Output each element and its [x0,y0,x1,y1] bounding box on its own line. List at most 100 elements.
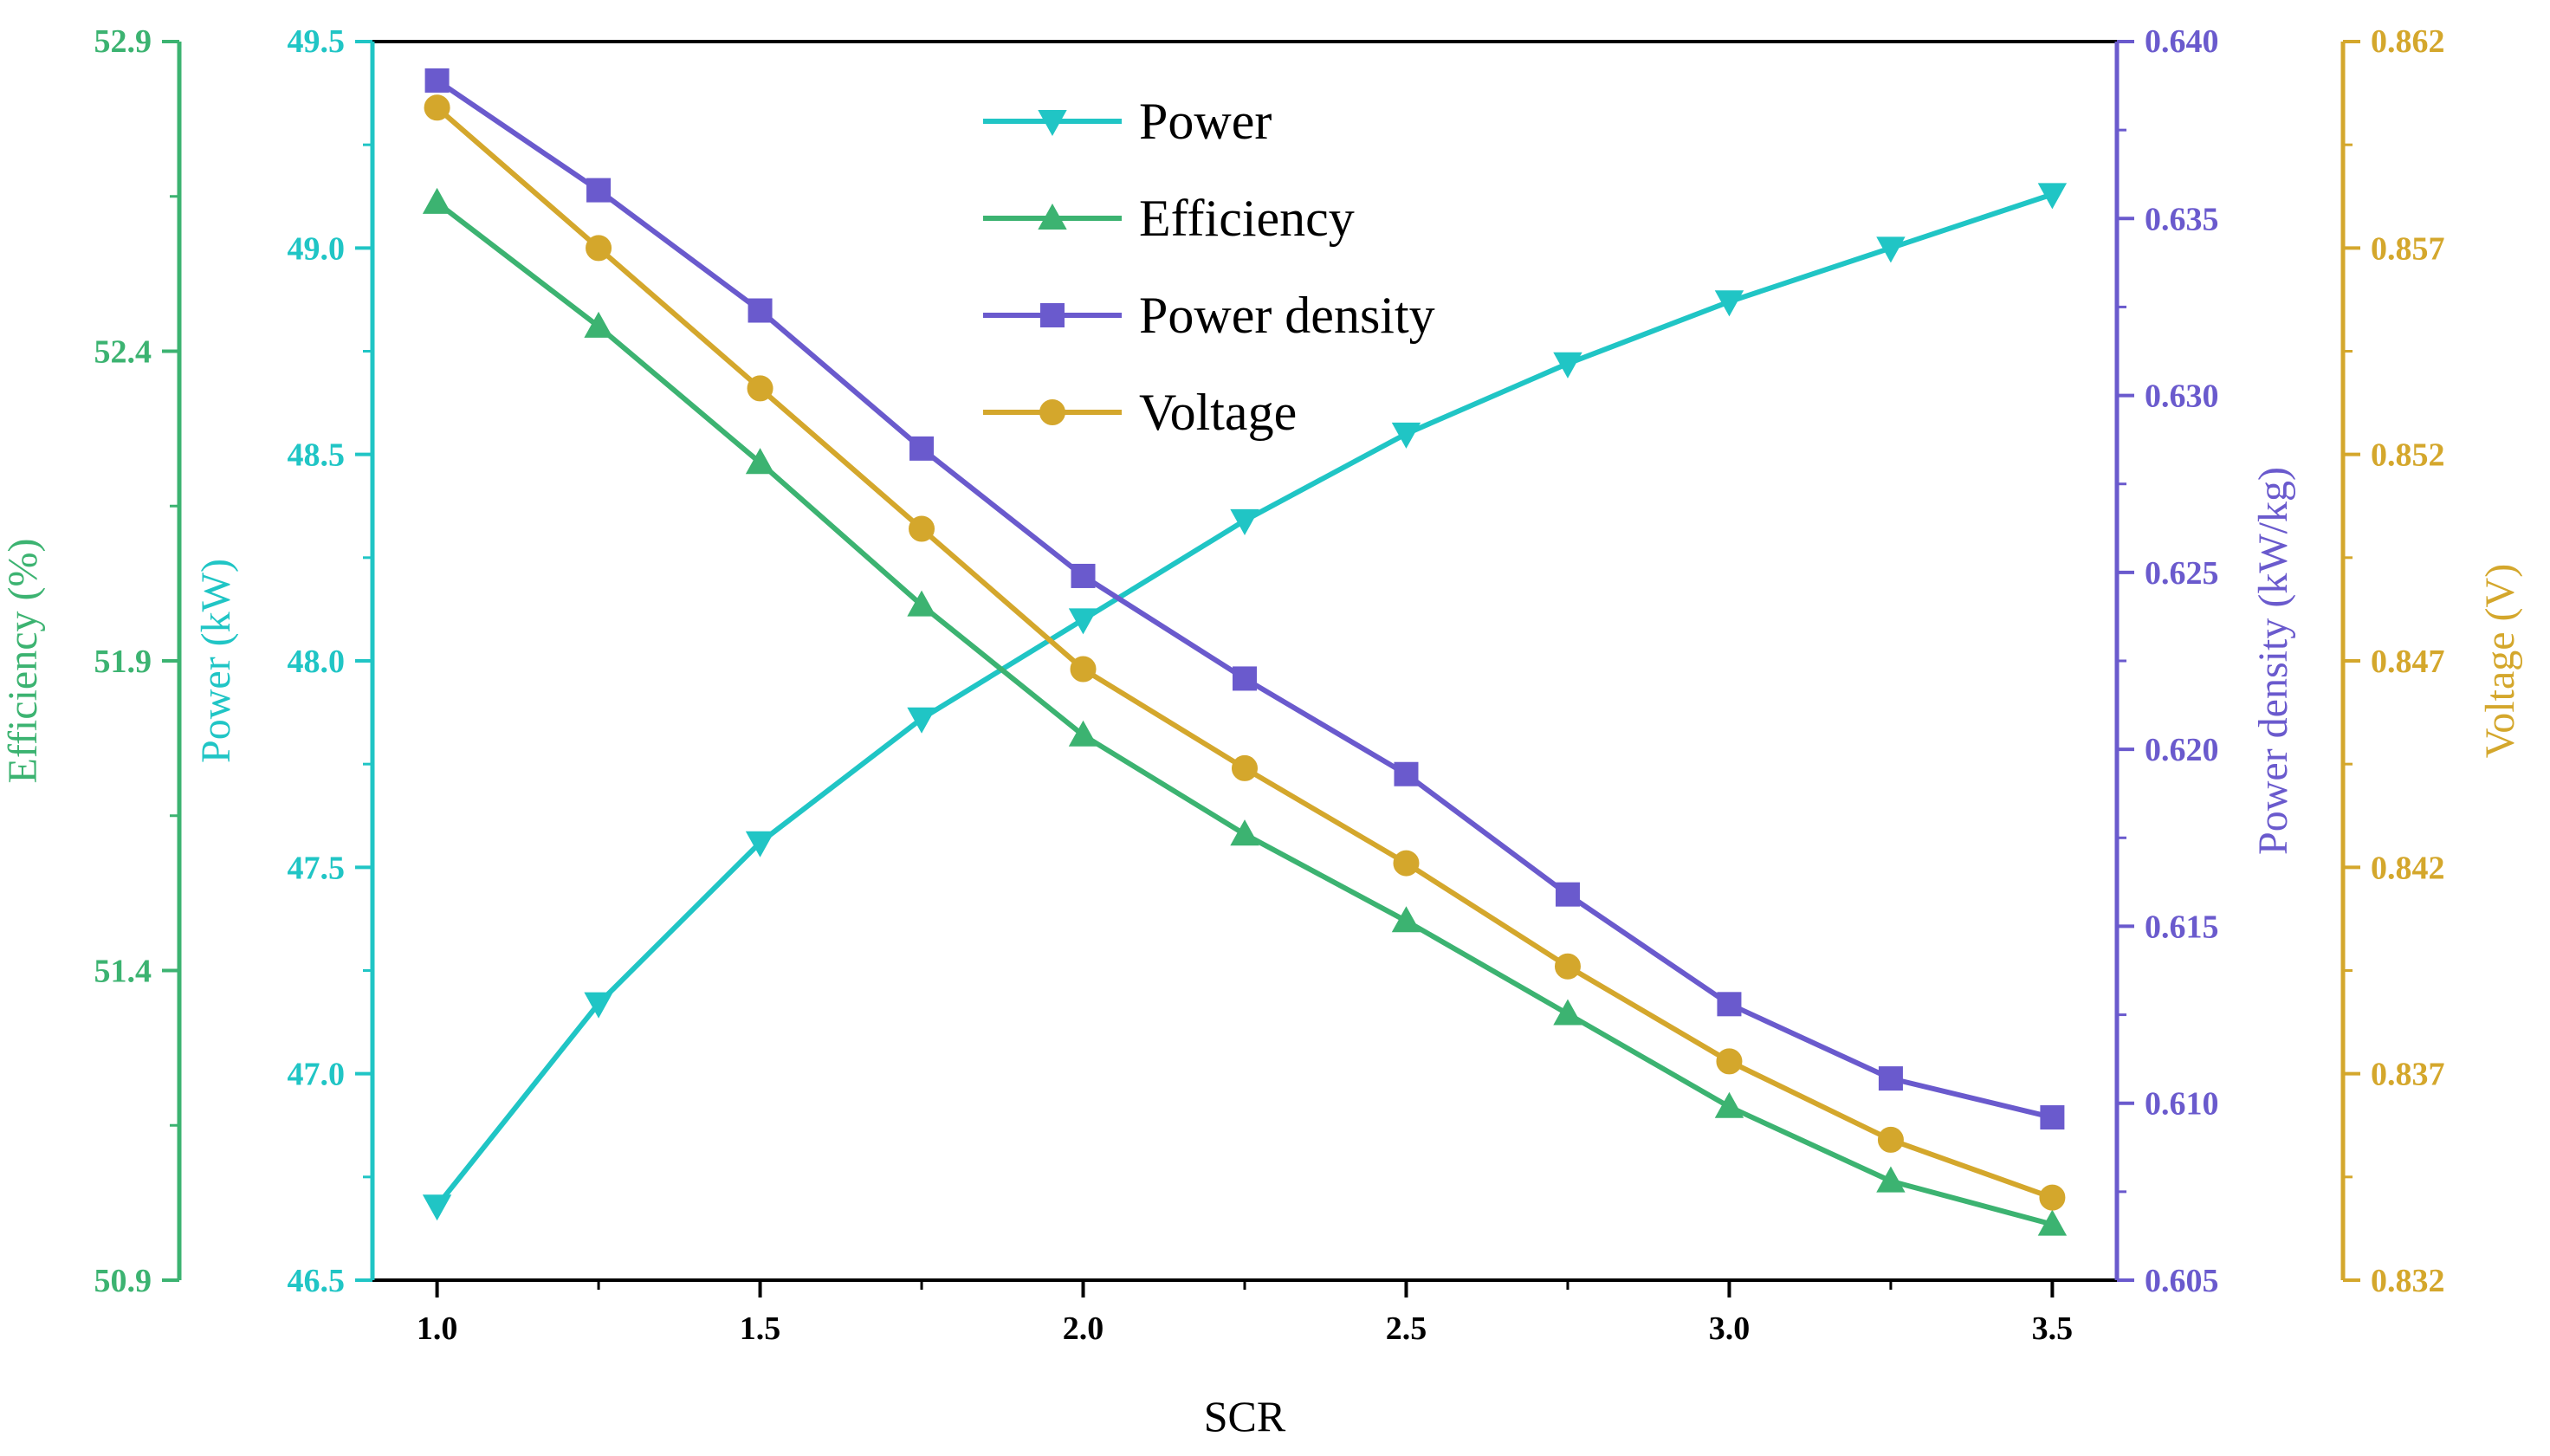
power-tick-label: 49.0 [288,230,346,267]
power-tick-label: 46.5 [288,1263,346,1299]
legend-item-voltage: Voltage [983,384,1297,441]
power-tick-label: 48.5 [288,437,346,474]
power-density-point [1233,666,1257,691]
power-density-point [424,68,450,93]
power-point [1553,352,1582,379]
voltage-point [2039,1184,2066,1211]
power-point [907,707,936,734]
efficiency-series [422,187,2068,1236]
voltage-point [586,235,612,262]
voltage-point [1877,1126,1904,1153]
legend-label: Voltage [1139,384,1297,441]
voltage-point [909,515,935,542]
power-point [1230,508,1259,535]
voltage-axis-label: Voltage (V) [2477,564,2523,758]
efficiency-point [907,590,936,617]
power-density-point [1878,1066,1903,1091]
power-tick-label: 48.0 [288,644,346,680]
legend-swatch-marker [1039,399,1065,425]
power-point [1068,608,1098,635]
x-tick-label: 2.5 [1386,1310,1427,1347]
x-axis-label: SCR [1204,1392,1286,1440]
power_density-tick-label: 0.610 [2145,1086,2219,1123]
efficiency-axis-label: Efficiency (%) [0,539,46,784]
voltage-point [1393,850,1420,877]
power-tick-label: 47.0 [288,1057,346,1093]
legend-label: Power density [1139,287,1435,344]
efficiency-point [745,448,775,475]
power-series [422,183,2068,1221]
voltage-point [1716,1048,1743,1075]
x-tick-label: 1.0 [417,1310,458,1347]
power-density-series [424,68,2065,1130]
legend-swatch-marker [1038,110,1067,137]
efficiency-point [422,187,452,214]
power-density-point [2040,1105,2065,1130]
legend: Power Efficiency Power density Voltage [983,93,1435,441]
voltage-point [1554,953,1581,980]
power-density-point [586,178,612,203]
efficiency-point [2037,1209,2068,1236]
power-density-point [909,436,935,461]
efficiency-tick-label: 52.9 [94,23,152,60]
voltage-tick-label: 0.842 [2371,850,2445,886]
efficiency-point [1230,819,1259,846]
voltage-point [747,375,773,402]
power_density-tick-label: 0.625 [2145,555,2219,592]
voltage-series [424,94,2066,1211]
efficiency-tick-label: 52.4 [94,334,152,371]
power_density-tick-label: 0.635 [2145,201,2219,237]
power-tick-label: 47.5 [288,850,346,886]
x-tick-label: 3.5 [2032,1310,2074,1347]
voltage-tick-label: 0.832 [2371,1263,2445,1299]
power-density-point [1394,761,1419,786]
power_density-tick-label: 0.620 [2145,732,2219,768]
power-tick-label: 49.5 [288,23,346,60]
series-layer [422,68,2068,1236]
power_density-tick-label: 0.615 [2145,909,2219,945]
efficiency-point [1714,1091,1744,1118]
power-point [422,1194,452,1221]
efficiency-tick-label: 51.9 [94,644,152,680]
efficiency-point [1068,720,1098,747]
power_density-tick-label: 0.630 [2145,379,2219,415]
legend-item-power-density: Power density [983,287,1435,344]
voltage-point [1232,754,1258,781]
efficiency-tick-label: 51.4 [94,954,152,990]
voltage-tick-label: 0.837 [2371,1057,2445,1093]
power-density-point [1555,882,1580,907]
efficiency-point [584,311,613,338]
efficiency-point [1876,1166,1906,1193]
voltage-tick-label: 0.847 [2371,644,2445,680]
legend-swatch-marker [1038,203,1067,230]
legend-label: Power [1139,93,1272,150]
voltage-tick-label: 0.857 [2371,230,2445,267]
legend-item-power: Power [983,93,1272,150]
x-tick-label: 3.0 [1709,1310,1751,1347]
power_density-tick-label: 0.605 [2145,1263,2219,1299]
power-axis-label: Power (kW) [193,559,239,763]
legend-label: Efficiency [1139,190,1355,247]
efficiency-point [1553,999,1582,1026]
power-point [745,831,775,857]
legend-item-efficiency: Efficiency [983,190,1355,247]
power-point [584,992,613,1019]
power_density-tick-label: 0.640 [2145,23,2219,60]
voltage-tick-label: 0.862 [2371,23,2445,60]
power-point [1714,290,1744,317]
x-tick-label: 1.5 [740,1310,781,1347]
power-point [1876,236,1906,263]
power-point [2037,183,2068,210]
legend-swatch-marker [1040,303,1065,327]
power_density-axis-label: Power density (kW/kg) [2250,467,2296,855]
voltage-point [424,94,450,121]
voltage-point [1070,656,1097,683]
power-density-point [748,298,773,323]
x-tick-label: 2.0 [1063,1310,1104,1347]
voltage-tick-label: 0.852 [2371,437,2445,474]
axes-layer: 1.0 1.5 2.0 2.5 3.0 3.5 50.9 51.4 51.9 52.4 52.9 Ef… [0,23,2523,1347]
power-point [1391,422,1421,449]
power-density-point [1071,563,1096,588]
